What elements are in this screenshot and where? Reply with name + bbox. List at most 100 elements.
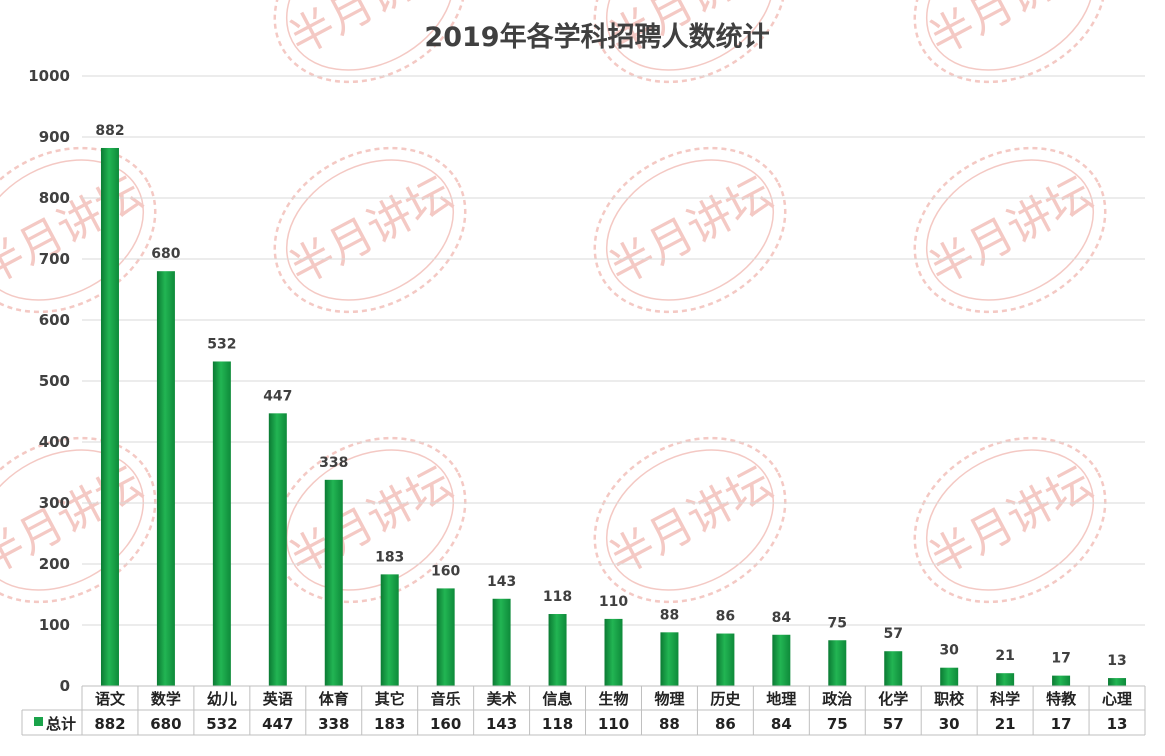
y-tick-label: 500 xyxy=(39,372,70,390)
watermark-stamp: 半月讲坛 xyxy=(273,146,467,314)
category-label: 英语 xyxy=(263,690,293,708)
data-label: 110 xyxy=(599,594,628,610)
watermark-stamp: 半月讲坛 xyxy=(913,436,1107,604)
y-axis: 0 100 200 300 400 500 600 700 800 900 1000 xyxy=(28,67,70,695)
category-label: 美术 xyxy=(487,690,517,708)
data-label: 680 xyxy=(151,246,180,262)
table-value: 680 xyxy=(150,715,181,733)
data-label: 13 xyxy=(1107,653,1126,669)
category-label: 音乐 xyxy=(431,690,461,708)
table-value: 84 xyxy=(771,715,792,733)
bar xyxy=(436,588,455,686)
category-label: 幼儿 xyxy=(207,690,237,708)
watermark-stamp: 半月讲坛 xyxy=(593,146,787,314)
y-tick-label: 900 xyxy=(39,128,70,146)
data-label: 882 xyxy=(95,123,124,139)
category-label: 历史 xyxy=(710,690,741,708)
y-tick-label: 100 xyxy=(39,616,70,634)
y-tick-label: 700 xyxy=(39,250,70,268)
y-tick-label: 1000 xyxy=(28,67,70,85)
bar xyxy=(1052,675,1071,686)
table-value: 13 xyxy=(1107,715,1128,733)
category-label: 特教 xyxy=(1046,690,1077,708)
bar xyxy=(156,271,175,686)
watermark-stamp: 半月讲坛 xyxy=(0,436,157,604)
y-tick-label: 400 xyxy=(39,433,70,451)
table-value: 86 xyxy=(715,715,736,733)
table-value: 88 xyxy=(659,715,680,733)
bar xyxy=(268,413,287,686)
watermark-text: 半月讲坛 xyxy=(0,167,150,295)
watermark-stamp: 半月讲坛 xyxy=(913,146,1107,314)
category-label: 其它 xyxy=(375,690,405,708)
data-label: 17 xyxy=(1051,651,1070,667)
category-label: 科学 xyxy=(990,690,1020,708)
bar xyxy=(380,574,399,686)
chart-title: 2019年各学科招聘人数统计 xyxy=(424,21,769,53)
table-value: 160 xyxy=(430,715,461,733)
table-value: 110 xyxy=(598,715,629,733)
bar xyxy=(716,633,735,686)
data-label: 447 xyxy=(263,388,292,404)
data-label: 532 xyxy=(207,336,236,352)
y-tick-label: 600 xyxy=(39,311,70,329)
data-label: 57 xyxy=(883,626,902,642)
data-label: 118 xyxy=(543,589,572,605)
watermark-stamp: 半月讲坛 xyxy=(273,0,467,84)
bar xyxy=(212,361,231,686)
watermark-stamp: 半月讲坛 xyxy=(913,0,1107,84)
table-value: 183 xyxy=(374,715,405,733)
table-value: 57 xyxy=(883,715,904,733)
bar xyxy=(660,632,679,686)
data-label: 84 xyxy=(772,610,792,626)
data-label: 30 xyxy=(939,643,959,659)
data-label: 86 xyxy=(716,609,735,625)
data-label: 21 xyxy=(995,648,1014,664)
legend-swatch xyxy=(34,717,43,726)
category-label: 信息 xyxy=(543,690,573,708)
category-label: 体育 xyxy=(319,690,349,708)
data-label: 75 xyxy=(828,615,847,631)
bar xyxy=(996,673,1015,686)
data-table: 语文 882 数学 680 幼儿 532 英语 447 体育 338 其它 183 音乐 160 美术 143… xyxy=(21,685,1146,736)
y-tick-label: 200 xyxy=(39,555,70,573)
y-tick-label: 300 xyxy=(39,494,70,512)
gridlines xyxy=(82,75,1145,687)
category-label: 政治 xyxy=(822,690,852,708)
y-tick-label: 0 xyxy=(60,677,70,695)
bar xyxy=(884,651,903,686)
table-value: 532 xyxy=(206,715,237,733)
bar xyxy=(828,640,847,686)
table-value: 21 xyxy=(995,715,1016,733)
data-label: 143 xyxy=(487,574,516,590)
bar xyxy=(772,634,791,686)
bar xyxy=(100,147,119,687)
table-value: 338 xyxy=(318,715,349,733)
bar xyxy=(324,479,343,686)
category-label: 物理 xyxy=(654,690,684,708)
data-label: 183 xyxy=(375,549,404,565)
legend-label: 总计 xyxy=(46,715,76,733)
category-label: 化学 xyxy=(878,690,908,708)
category-label: 地理 xyxy=(766,690,796,708)
table-value: 118 xyxy=(542,715,573,733)
watermark-text: 半月讲坛 xyxy=(921,0,1100,65)
data-label: 338 xyxy=(319,455,348,471)
category-label: 心理 xyxy=(1102,690,1132,708)
bar xyxy=(548,614,567,686)
category-label: 数学 xyxy=(151,690,181,708)
category-label: 职校 xyxy=(934,690,965,708)
watermark-text: 半月讲坛 xyxy=(0,457,150,585)
watermark-stamp: 半月讲坛 xyxy=(593,0,787,84)
bar xyxy=(1108,678,1127,686)
table-value: 447 xyxy=(262,715,293,733)
bar xyxy=(604,618,623,686)
bar xyxy=(492,598,511,686)
y-tick-label: 800 xyxy=(39,189,70,207)
category-label: 生物 xyxy=(598,690,628,708)
data-label: 88 xyxy=(660,607,679,623)
bars xyxy=(100,147,1127,687)
bar xyxy=(940,667,959,686)
category-label: 语文 xyxy=(95,690,126,708)
